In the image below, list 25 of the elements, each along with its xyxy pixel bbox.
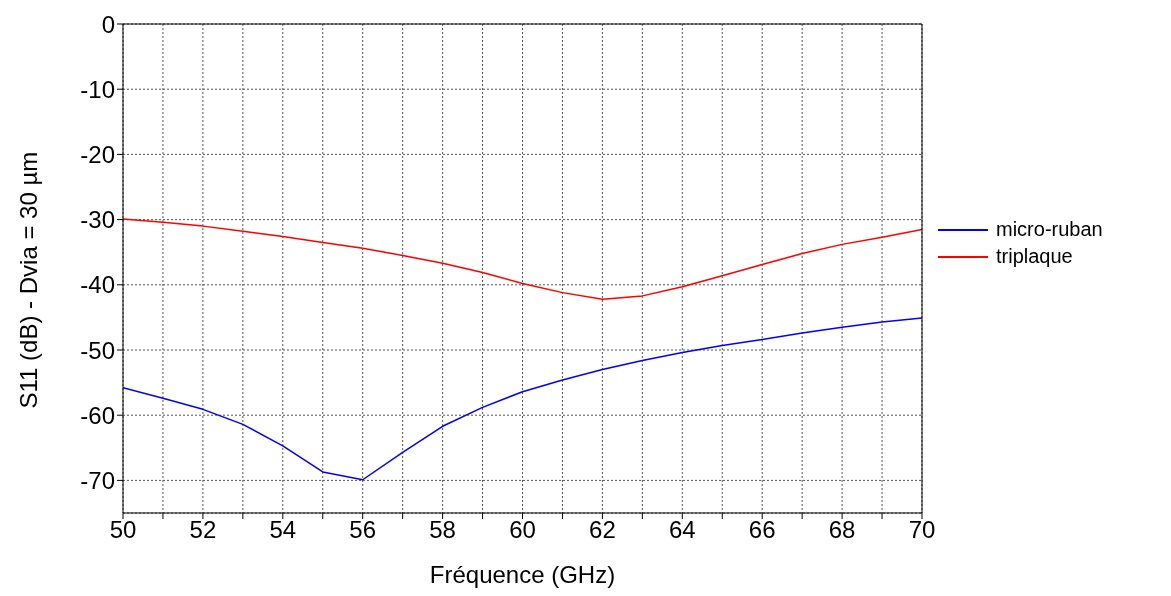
legend-label: micro-ruban (996, 218, 1103, 241)
y-axis-title: S11 (dB) - Dvia = 30 µm (14, 151, 42, 409)
x-tick-label: 58 (429, 516, 456, 544)
x-tick-label: 66 (748, 516, 776, 544)
x-tick-label: 52 (189, 516, 217, 544)
y-tick-label: -20 (80, 140, 115, 168)
y-tick-label: -30 (80, 206, 115, 234)
x-axis-title: Fréquence (GHz) (429, 561, 616, 588)
x-tick-label: 60 (509, 516, 536, 544)
y-tick-label: -10 (80, 75, 115, 103)
x-tick-label: 62 (589, 516, 616, 544)
x-tick-label: 68 (828, 516, 856, 544)
x-tick-label: 64 (668, 516, 696, 544)
y-tick-label: -50 (80, 336, 115, 364)
x-tick-label: 70 (908, 516, 936, 544)
legend-label: triplaque (996, 245, 1073, 268)
line-series (123, 218, 922, 300)
x-tick-label: 56 (349, 516, 377, 544)
x-tick-label: 54 (269, 516, 297, 544)
line-series (123, 317, 922, 481)
x-tick-label: 50 (109, 516, 137, 544)
y-tick-label: -40 (80, 271, 115, 299)
y-tick-label: -70 (80, 466, 115, 494)
y-tick-label: 0 (101, 10, 115, 38)
y-tick-label: -60 (80, 401, 115, 429)
